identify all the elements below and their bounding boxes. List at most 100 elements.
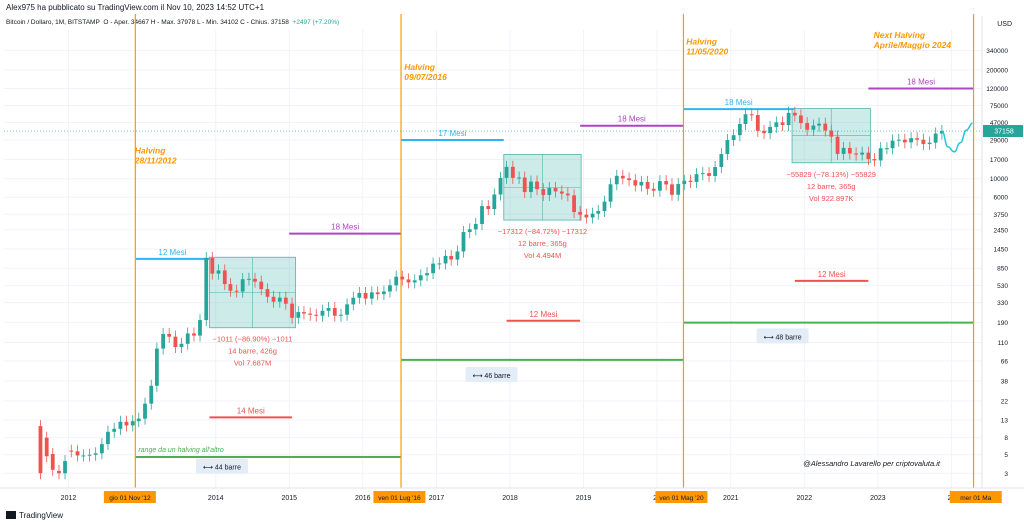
drawdown-label: Vol 922.897K [809,194,854,203]
candle [780,122,785,126]
candle [498,177,503,195]
candle [112,428,117,432]
y-tick-label: 330 [997,300,1008,307]
candle [786,112,791,126]
candle [240,279,245,292]
candle [707,173,711,176]
candle [547,188,552,195]
candle [143,403,147,419]
candle [412,280,417,283]
candle [731,135,736,141]
candle [302,312,306,314]
cycle-lines [135,321,974,458]
drawdown-label: Vol 4.494M [524,251,562,260]
candle [725,140,730,155]
tradingview-logo-icon [6,511,16,519]
candle [915,138,920,140]
candle [565,193,570,196]
candle [154,348,159,386]
candles[interactable] [38,106,944,480]
candle [774,122,779,127]
candle [700,173,705,175]
candle [473,223,478,230]
candle [878,148,883,161]
candle [185,333,190,344]
candle [431,263,435,274]
candle [69,450,74,452]
y-tick-label: 38 [1001,379,1009,386]
candle [271,296,276,302]
candle [866,152,871,160]
candle [633,180,638,186]
halving-label: Next Halving [874,30,926,40]
duration-label: 18 Mesi [907,77,935,86]
y-tick-label: 2450 [994,227,1009,234]
candle [614,175,619,185]
x-axis[interactable]: 2012201420152016201720182019202021202220… [0,487,1024,503]
drawdown-label: Vol 7.687M [234,359,272,368]
candle [326,308,331,311]
x-tick-label: 2023 [870,495,886,502]
candle [713,167,717,176]
candle [909,138,913,143]
y-axis[interactable]: USD 3 5 8 13 22 38 66 110 190 330 530 850 1450 2450 375… [981,16,1024,488]
candle [872,159,877,161]
candle [596,211,601,214]
candle [682,180,687,185]
candle [400,276,405,280]
candle [792,112,797,116]
candle [351,297,356,305]
tradingview-footer[interactable]: TradingView [6,511,63,520]
drawdown-label: 14 barre, 426g [228,347,277,356]
candle [835,136,840,154]
candle [645,181,650,189]
candle [253,278,257,282]
duration-label: 18 Mesi [331,223,359,232]
candle [762,130,766,134]
candle [461,232,466,252]
x-tick-label: 2019 [576,495,592,502]
duration-lines [135,87,974,419]
y-tick-label: 110 [998,340,1009,347]
candle [841,147,846,154]
x-highlight-label: ven 01 Lug '16 [378,495,421,502]
candle [608,184,613,202]
candle [173,336,178,348]
symbol-legend: Bitcoin / Dollaro, 1M, BITSTAMP O - Aper… [6,19,339,26]
symbol-name: Bitcoin / Dollaro, 1M, BITSTAMP [6,19,100,26]
candle [572,195,576,213]
candle [651,188,656,191]
y-tick-label: 47000 [990,120,1008,127]
candle [694,174,699,182]
candle [749,114,754,116]
candle [234,290,239,292]
candle [510,166,515,178]
candle [890,140,895,149]
duration-label: 18 Mesi [618,115,646,124]
candle [277,297,282,302]
candle [222,270,227,285]
y-tick-label: 8 [1004,435,1008,442]
candle [620,175,625,179]
candle [118,421,123,429]
y-tick-label: 200000 [986,67,1008,74]
projection-path [941,122,973,153]
candle [517,177,521,179]
candle [627,178,631,181]
y-tick-label: 6000 [994,195,1009,202]
x-highlight-tag [655,491,708,503]
candle [179,343,184,348]
drawdown-boxes [209,108,871,329]
candle [204,257,209,321]
bar-count-label: ⟷ 46 barre [472,373,510,380]
y-tick-label: 22 [1001,398,1009,405]
candle [161,333,166,349]
drawdown-label: −17312 (−84.72%) −17312 [498,227,587,236]
bar-count-label: ⟷ 48 barre [764,334,802,341]
candle [136,418,141,422]
candle [394,276,399,286]
x-highlight-label: gio 01 Nov '12 [109,495,151,502]
candle [664,181,669,185]
halving-label: Halving [404,62,436,72]
